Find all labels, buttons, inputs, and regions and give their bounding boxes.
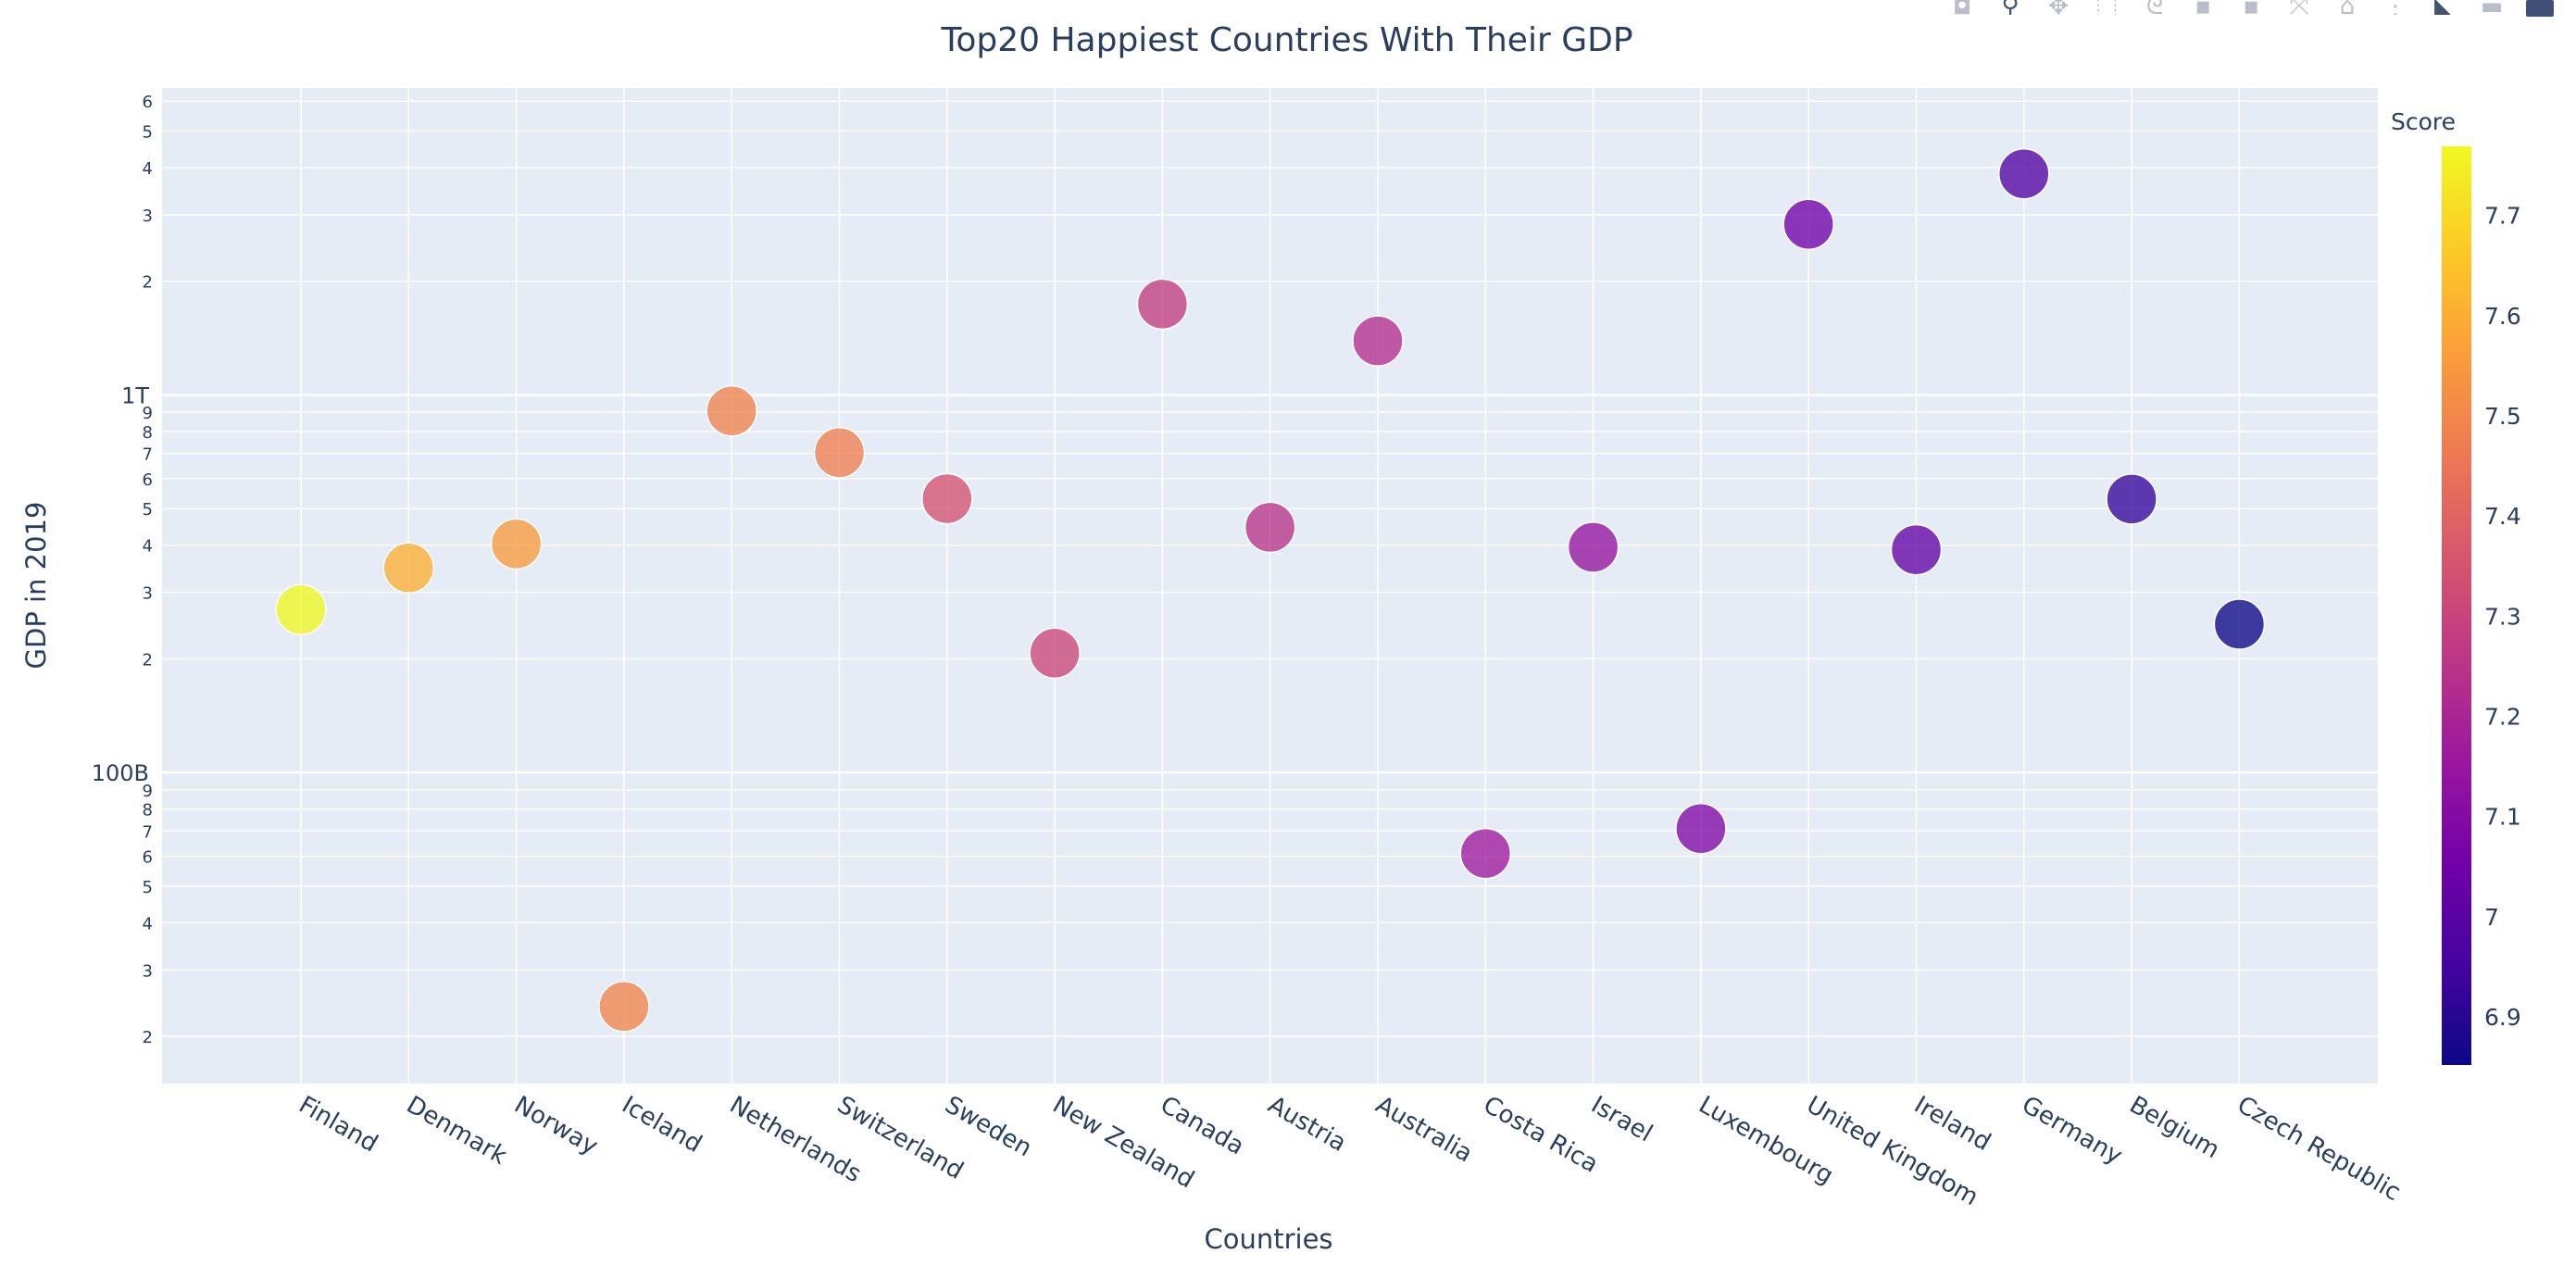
x-tick-label: Australia [1371, 1091, 1478, 1168]
data-points [275, 147, 2266, 1033]
data-point[interactable] [706, 384, 757, 437]
zoom-in-icon[interactable]: ▪ [2195, 0, 2211, 15]
colorbar-tick-label: 7 [2484, 904, 2499, 931]
x-axis-title: Countries [1204, 1223, 1332, 1255]
data-point[interactable] [1782, 198, 1834, 250]
data-point[interactable] [1567, 521, 1619, 573]
colorbar-tick-label: 7.6 [2484, 303, 2521, 330]
data-point[interactable] [1352, 315, 1404, 367]
hover-closest-icon[interactable]: ◣ [2434, 0, 2453, 15]
box-select-icon[interactable]: ⬚ [2095, 0, 2119, 15]
y-minor-tick-label: 6 [143, 848, 153, 868]
colorbar-ticks: 6.9 7 7.1 7.2 7.3 7.4 7.5 7.6 7.7 [2484, 203, 2521, 1031]
y-minor-tick-label: 2 [143, 650, 153, 670]
colorbar-tick-label: 6.9 [2484, 1004, 2521, 1031]
hover-compare-icon[interactable]: ▬ [2480, 0, 2504, 15]
chart-title: Top20 Happiest Countries With Their GDP [940, 21, 1632, 59]
grid-lines [162, 88, 2378, 1084]
x-tick-label: Costa Rica [1479, 1091, 1603, 1179]
data-point[interactable] [1029, 627, 1081, 680]
zoom-out-icon[interactable]: ▪ [2243, 0, 2259, 15]
y-minor-tick-label: 6 [143, 470, 153, 490]
data-point[interactable] [382, 542, 435, 595]
x-tick-label: Norway [509, 1091, 602, 1160]
y-minor-tick-label: 5 [143, 122, 153, 142]
colorbar-title: Score [2391, 108, 2456, 135]
colorbar-tick-label: 7.3 [2484, 603, 2521, 630]
colorbar-tick-label: 7.7 [2484, 203, 2521, 230]
data-point[interactable] [813, 427, 866, 479]
colorbar-tick-label: 7.1 [2484, 804, 2521, 831]
x-tick-label: Czech Republic [2232, 1091, 2405, 1207]
data-point[interactable] [2213, 598, 2266, 650]
data-point[interactable] [921, 472, 973, 525]
data-point[interactable] [598, 981, 650, 1033]
y-axis-title: GDP in 2019 [20, 502, 52, 670]
y-minor-tick-label: 9 [143, 782, 153, 801]
data-point[interactable] [1459, 827, 1512, 880]
colorbar-tick-label: 7.4 [2484, 503, 2521, 530]
y-minor-tick-label: 5 [143, 500, 153, 520]
x-tick-label: Denmark [402, 1091, 512, 1171]
spike-lines-icon[interactable]: ⋮ [2383, 0, 2407, 15]
plot-modebar: ◘ ⚲ ✥ ⬚ ᘓ ▪ ▪ ⤧ ⌂ ⋮ ◣ ▬ [1948, 0, 2554, 19]
y-minor-tick-label: 3 [143, 584, 153, 604]
colorbar-tick-label: 7.2 [2484, 704, 2521, 731]
y-minor-tick-label: 9 [143, 404, 153, 423]
y-major-tick-label: 1T [121, 382, 149, 408]
x-tick-label: Finland [294, 1091, 382, 1158]
colorbar [2442, 146, 2471, 1065]
x-tick-label: Iceland [617, 1091, 707, 1159]
lasso-select-icon[interactable]: ᘓ [2145, 0, 2164, 15]
x-tick-label: Canada [1156, 1091, 1249, 1160]
x-tick-label: Germany [2017, 1091, 2127, 1171]
data-point[interactable] [1244, 501, 1296, 554]
y-minor-tick-label: 3 [143, 207, 153, 226]
y-minor-tick-label: 7 [143, 445, 153, 465]
y-minor-tick-label: 8 [143, 801, 153, 821]
data-point[interactable] [275, 583, 327, 635]
zoom-icon[interactable]: ⚲ [2001, 0, 2020, 15]
camera-icon[interactable]: ◘ [1952, 0, 1972, 15]
y-minor-tick-label: 4 [143, 914, 153, 933]
x-tick-label: Sweden [940, 1091, 1036, 1162]
data-point[interactable] [1998, 147, 2050, 200]
data-point[interactable] [2106, 473, 2157, 525]
y-minor-tick-label: 2 [143, 273, 153, 293]
y-minor-tick-label: 3 [143, 961, 153, 981]
y-minor-tick-label: 4 [143, 537, 153, 557]
y-major-tick-label: 100B [92, 760, 149, 786]
y-minor-tick-label: 8 [143, 423, 153, 443]
plotly-logo-icon[interactable] [2526, 0, 2554, 17]
x-tick-label: Austria [1263, 1091, 1351, 1158]
data-point[interactable] [490, 518, 543, 570]
y-minor-tick-label: 4 [143, 159, 153, 179]
autoscale-icon[interactable]: ⤧ [2289, 0, 2309, 15]
pan-icon[interactable]: ✥ [2048, 0, 2069, 15]
data-point[interactable] [1675, 802, 1727, 855]
y-minor-tick-label: 7 [143, 822, 153, 842]
x-tick-label: Ireland [1909, 1091, 1995, 1157]
y-minor-tick-label: 2 [143, 1028, 153, 1047]
data-point[interactable] [1136, 278, 1189, 331]
data-point[interactable] [1890, 523, 1943, 576]
y-minor-tick-label: 6 [143, 93, 153, 112]
colorbar-tick-label: 7.5 [2484, 403, 2521, 430]
reset-axes-icon[interactable]: ⌂ [2339, 0, 2356, 15]
x-tick-label: Belgium [2125, 1091, 2224, 1164]
y-minor-tick-label: 5 [143, 878, 153, 897]
x-tick-label: Israel [1586, 1091, 1657, 1148]
